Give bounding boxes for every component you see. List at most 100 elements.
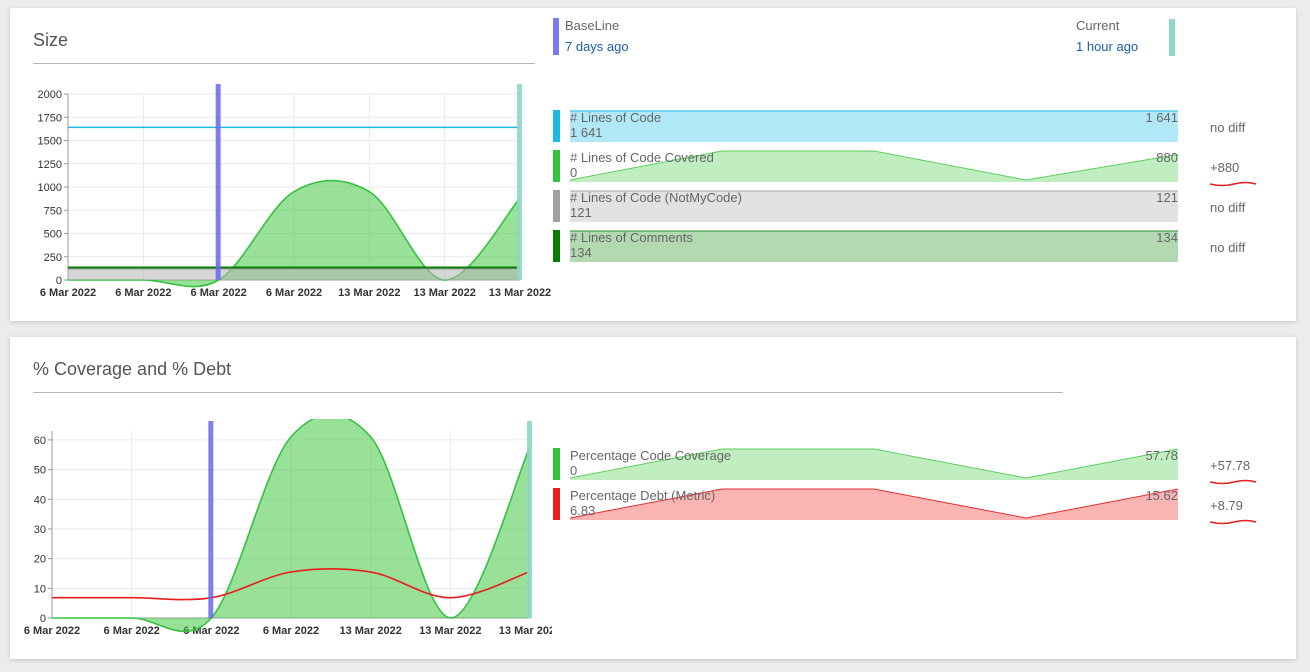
metric-color-swatch bbox=[553, 448, 560, 480]
metric-row[interactable]: # Lines of Code Covered 0 880 bbox=[553, 150, 1178, 182]
title-divider bbox=[33, 63, 535, 64]
metric-baseline-value: 1 641 bbox=[570, 125, 603, 140]
y-tick-label: 1250 bbox=[38, 159, 62, 171]
metric-baseline-value: 0 bbox=[570, 165, 578, 180]
x-tick-label: 6 Mar 2022 bbox=[191, 287, 247, 299]
y-tick-label: 60 bbox=[34, 435, 46, 447]
series-line bbox=[52, 419, 531, 633]
series-area bbox=[68, 180, 520, 287]
size-chart[interactable]: 0 250 500 750 1000 1250 1500 1750 2000 6 Mar 2022… bbox=[32, 82, 552, 304]
baseline-marker-band bbox=[208, 421, 214, 618]
red-underline-annotation bbox=[1209, 479, 1257, 485]
y-tick-label: 2000 bbox=[38, 89, 62, 101]
metric-row[interactable]: Percentage Debt (Metric) 6.83 15.62 bbox=[553, 488, 1178, 520]
metric-diff: +57.78 bbox=[1210, 458, 1251, 473]
title-divider bbox=[33, 392, 1063, 393]
y-tick-label: 0 bbox=[56, 275, 62, 287]
y-tick-label: 30 bbox=[34, 524, 46, 536]
metric-current-value: 134 bbox=[1156, 230, 1178, 245]
x-tick-label: 6 Mar 2022 bbox=[266, 287, 322, 299]
metric-name: Percentage Debt (Metric) bbox=[570, 488, 716, 503]
x-tick-label: 13 Mar 2022 bbox=[413, 287, 475, 299]
current-marker-band bbox=[527, 421, 532, 618]
metric-diff: no diff bbox=[1210, 120, 1246, 135]
metric-diff: +8.79 bbox=[1210, 498, 1243, 513]
x-tick-label: 6 Mar 2022 bbox=[24, 625, 80, 637]
current-label: Current bbox=[1076, 18, 1120, 33]
metric-name: # Lines of Code bbox=[570, 110, 662, 125]
metric-trend: Percentage Debt (Metric) 6.83 15.62 bbox=[570, 488, 1178, 520]
baseline-date-link[interactable]: 7 days ago bbox=[565, 39, 629, 54]
x-tick-label: 13 Mar 2022 bbox=[338, 287, 400, 299]
metric-trend-area bbox=[570, 231, 1178, 262]
metric-row[interactable]: # Lines of Code (NotMyCode) 121 121 bbox=[553, 190, 1178, 222]
metric-trend-area bbox=[570, 489, 1178, 520]
metric-trend-area bbox=[570, 449, 1178, 480]
y-tick-label: 50 bbox=[34, 465, 46, 477]
metric-name: # Lines of Code (NotMyCode) bbox=[570, 190, 742, 205]
metric-trend: # Lines of Code (NotMyCode) 121 121 bbox=[570, 190, 1178, 222]
red-underline-annotation bbox=[1209, 181, 1257, 187]
y-tick-label: 0 bbox=[40, 613, 46, 625]
series-line bbox=[52, 568, 531, 601]
metric-color-swatch bbox=[553, 150, 560, 182]
metric-baseline-value: 0 bbox=[570, 463, 578, 478]
y-tick-label: 500 bbox=[44, 229, 62, 241]
metric-diff: no diff bbox=[1210, 200, 1246, 215]
y-tick-label: 1750 bbox=[38, 112, 62, 124]
metric-current-value: 57.78 bbox=[1145, 448, 1178, 463]
metric-color-swatch bbox=[553, 230, 560, 262]
size-panel-title: Size bbox=[33, 30, 69, 50]
metric-row[interactable]: # Lines of Code 1 641 1 641 bbox=[553, 110, 1178, 142]
metric-row[interactable]: # Lines of Comments 134 134 bbox=[553, 230, 1178, 262]
baseline-marker bbox=[553, 18, 559, 55]
x-tick-label: 13 Mar 2022 bbox=[489, 287, 551, 299]
coverage-panel-title: % Coverage and % Debt bbox=[33, 359, 232, 379]
metric-baseline-value: 6.83 bbox=[570, 503, 596, 518]
metric-color-swatch bbox=[553, 190, 560, 222]
x-tick-label: 6 Mar 2022 bbox=[40, 287, 96, 299]
metric-trend: Percentage Code Coverage 0 57.78 bbox=[570, 448, 1178, 480]
coverage-chart[interactable]: 0 10 20 30 40 50 60 6 Mar 2022 6 Mar 2022 6 Mar 2… bbox=[22, 419, 552, 641]
x-tick-label: 6 Mar 2022 bbox=[263, 625, 319, 637]
metric-diff: no diff bbox=[1210, 240, 1246, 255]
y-tick-label: 750 bbox=[44, 205, 62, 217]
metric-trend-line bbox=[570, 488, 1178, 519]
red-underline-annotation bbox=[1209, 519, 1257, 525]
metric-color-swatch bbox=[553, 110, 560, 142]
metric-trend: # Lines of Comments 134 134 bbox=[570, 230, 1178, 262]
metric-current-value: 1 641 bbox=[1145, 110, 1178, 125]
metric-current-value: 15.62 bbox=[1145, 488, 1178, 503]
metric-row[interactable]: Percentage Code Coverage 0 57.78 bbox=[553, 448, 1178, 480]
metric-diff: +880 bbox=[1210, 160, 1240, 175]
metric-name: Percentage Code Coverage bbox=[570, 448, 732, 463]
x-tick-label: 13 Mar 2022 bbox=[499, 625, 552, 637]
y-tick-label: 1000 bbox=[38, 182, 62, 194]
metric-current-value: 880 bbox=[1156, 150, 1178, 165]
metric-name: # Lines of Code Covered bbox=[570, 150, 714, 165]
metric-trend-line bbox=[570, 150, 1178, 181]
y-tick-label: 40 bbox=[34, 494, 46, 506]
y-tick-label: 10 bbox=[34, 583, 46, 595]
metric-trend-line bbox=[570, 448, 1178, 479]
coverage-panel: % Coverage and % Debt 0 10 20 30 40 50 60 6 Mar… bbox=[10, 337, 1296, 659]
y-tick-label: 20 bbox=[34, 554, 46, 566]
current-marker bbox=[1169, 19, 1175, 56]
metric-trend-area bbox=[570, 111, 1178, 142]
metric-color-swatch bbox=[553, 488, 560, 520]
size-panel: Size 0 250 500 750 1000 1250 1500 1750 2000 6 Mar… bbox=[10, 8, 1296, 321]
series-area bbox=[68, 268, 520, 280]
y-tick-label: 250 bbox=[44, 252, 62, 264]
metric-baseline-value: 121 bbox=[570, 205, 592, 220]
series-area bbox=[52, 419, 530, 632]
x-tick-label: 6 Mar 2022 bbox=[104, 625, 160, 637]
metric-trend: # Lines of Code Covered 0 880 bbox=[570, 150, 1178, 182]
metric-baseline-value: 134 bbox=[570, 245, 592, 260]
x-tick-label: 6 Mar 2022 bbox=[115, 287, 171, 299]
current-marker-band bbox=[517, 84, 522, 280]
metric-name: # Lines of Comments bbox=[570, 230, 693, 245]
metric-trend-area bbox=[570, 191, 1178, 222]
current-date-link[interactable]: 1 hour ago bbox=[1076, 39, 1139, 54]
metric-trend-area bbox=[570, 151, 1178, 182]
y-tick-label: 1500 bbox=[38, 136, 62, 148]
